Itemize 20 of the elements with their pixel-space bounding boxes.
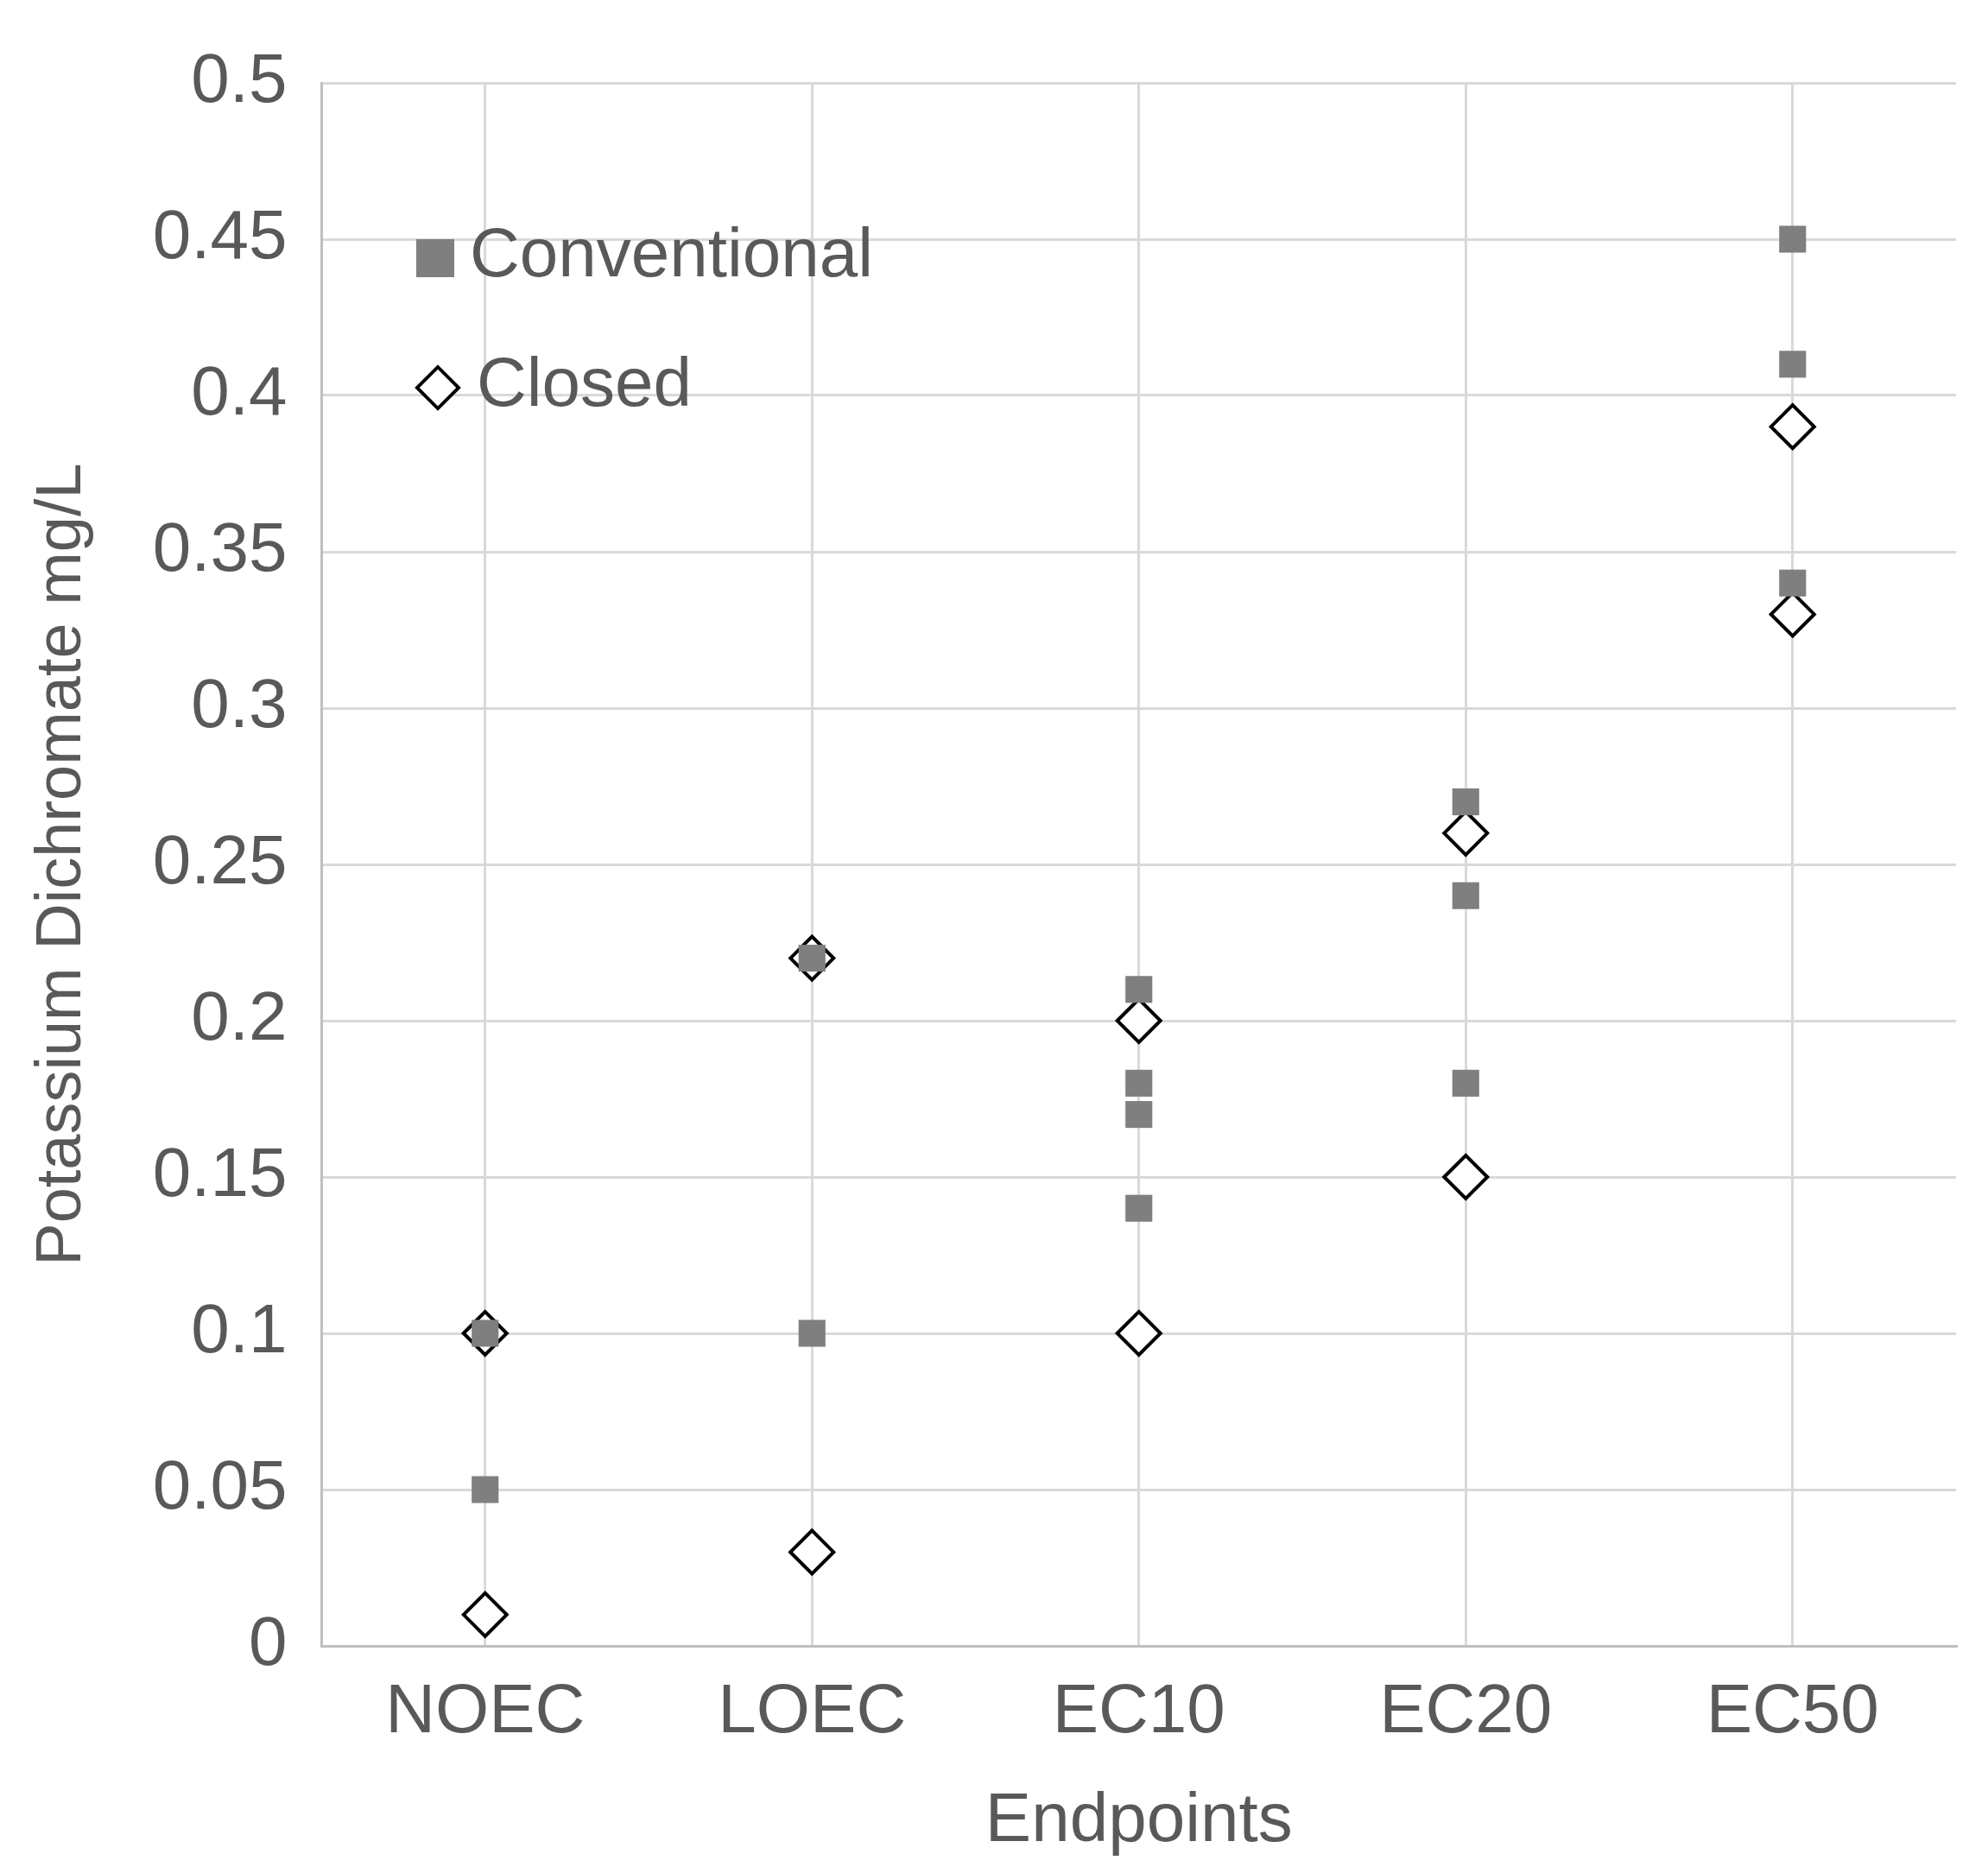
y-tick-label: 0 xyxy=(249,1603,288,1680)
y-tick-label: 0.15 xyxy=(152,1134,288,1212)
y-tick-label: 0.35 xyxy=(152,509,288,586)
legend-label: Conventional xyxy=(470,214,873,291)
y-tick-label: 0.3 xyxy=(191,665,288,743)
x-axis-title: Endpoints xyxy=(985,1779,1293,1857)
y-tick-label: 0.45 xyxy=(152,196,288,274)
x-tick-label: EC20 xyxy=(1379,1670,1553,1748)
y-tick-label: 0.2 xyxy=(191,978,288,1055)
x-tick-label: EC50 xyxy=(1706,1670,1879,1748)
y-tick-label: 0.1 xyxy=(191,1290,288,1368)
y-tick-label: 0.05 xyxy=(152,1446,288,1524)
x-tick-label: NOEC xyxy=(385,1670,586,1748)
x-tick-label: EC10 xyxy=(1052,1670,1225,1748)
y-tick-label: 0.5 xyxy=(191,40,288,117)
y-tick-label: 0.25 xyxy=(152,821,288,899)
legend-label: Closed xyxy=(477,344,693,421)
x-tick-label: LOEC xyxy=(718,1670,907,1748)
y-tick-label: 0.4 xyxy=(191,352,288,430)
y-axis-title: Potassium Dichromate mg/L xyxy=(22,463,94,1266)
